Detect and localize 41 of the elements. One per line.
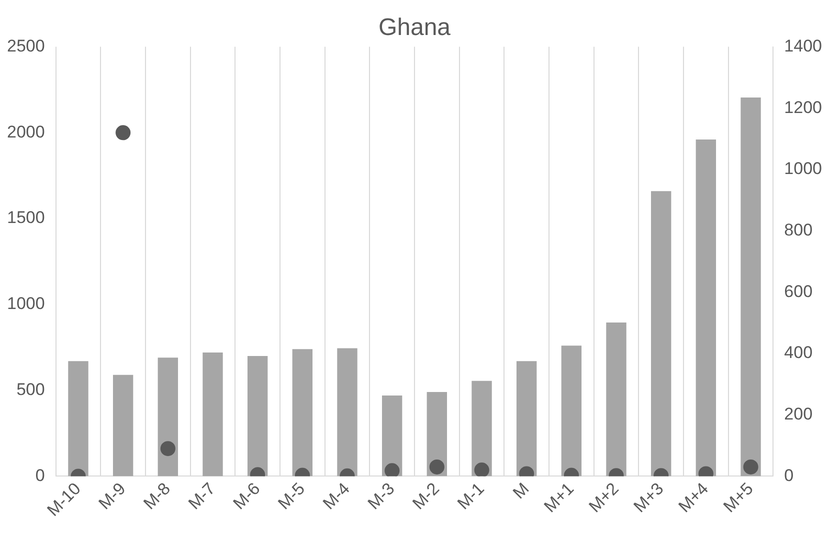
y2-tick-label: 1000 xyxy=(784,159,822,178)
bar xyxy=(740,97,761,476)
x-tick-label: M xyxy=(509,479,533,503)
bar xyxy=(561,346,582,476)
bar xyxy=(112,374,134,476)
bar xyxy=(606,322,626,476)
y2-tick-label: 800 xyxy=(784,220,813,240)
x-tick-label: M-2 xyxy=(408,479,444,514)
bar xyxy=(158,358,178,476)
x-tick-label: M-7 xyxy=(184,479,219,514)
y2-tick-label: 0 xyxy=(784,466,794,485)
y-tick-label: 500 xyxy=(16,380,45,399)
y-tick-label: 0 xyxy=(35,466,45,485)
bar xyxy=(516,361,537,476)
bar xyxy=(337,348,358,476)
chart-title: Ghana xyxy=(378,14,452,42)
x-tick-label: M-6 xyxy=(230,479,264,514)
bar xyxy=(292,349,312,476)
bar xyxy=(202,352,223,476)
y-tick-label: 1000 xyxy=(6,294,45,314)
bar xyxy=(651,191,672,476)
point xyxy=(116,125,131,140)
y2-tick-label: 1400 xyxy=(784,36,822,56)
y-tick-label: 2500 xyxy=(6,36,45,56)
x-tick-label: M-1 xyxy=(454,479,488,514)
x-tick-label: M-3 xyxy=(364,479,398,514)
y2-tick-label: 200 xyxy=(784,404,813,424)
bar xyxy=(68,361,88,476)
y2-tick-label: 1200 xyxy=(784,98,822,117)
x-tick-label: M+1 xyxy=(540,479,578,516)
y2-tick-label: 400 xyxy=(784,343,813,362)
y-tick-label: 2000 xyxy=(6,122,45,142)
y2-tick-label: 600 xyxy=(784,282,813,301)
x-tick-label: M-9 xyxy=(95,479,130,514)
x-tick-label: M-8 xyxy=(140,479,174,514)
bar xyxy=(247,356,268,476)
x-tick-label: M-5 xyxy=(274,479,309,514)
x-tick-label: M-4 xyxy=(319,479,354,514)
bar xyxy=(472,380,492,476)
y-tick-label: 1500 xyxy=(6,208,45,228)
bar xyxy=(696,140,716,476)
